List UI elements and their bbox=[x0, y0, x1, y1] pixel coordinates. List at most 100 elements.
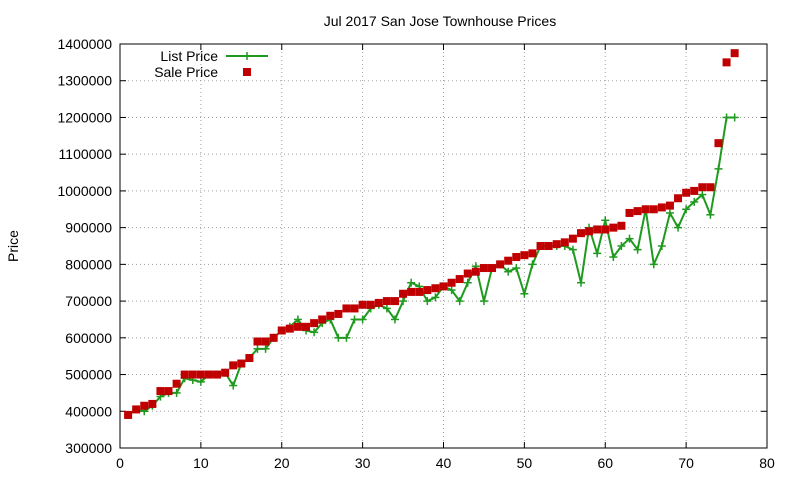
sale-price-point bbox=[253, 337, 262, 346]
list-price-point bbox=[520, 289, 529, 298]
list-price-point bbox=[722, 113, 731, 122]
sale-price-point bbox=[318, 315, 327, 324]
sale-price-point bbox=[682, 188, 691, 197]
list-price-point bbox=[447, 286, 456, 295]
sale-price-point bbox=[407, 287, 416, 296]
sale-price-point bbox=[285, 324, 294, 333]
list-price-point bbox=[617, 242, 626, 250]
series-layer bbox=[124, 49, 739, 419]
sale-price-point bbox=[706, 183, 715, 192]
x-tick-label: 40 bbox=[436, 455, 452, 471]
sale-price-point bbox=[439, 282, 448, 291]
sale-price-point bbox=[504, 256, 513, 265]
list-price-point bbox=[633, 245, 642, 254]
sale-price-point bbox=[609, 223, 618, 232]
sale-price-point bbox=[358, 300, 367, 309]
x-tick-label: 70 bbox=[678, 455, 694, 471]
list-price-point bbox=[293, 315, 302, 324]
sale-price-point bbox=[366, 300, 375, 309]
sale-price-point bbox=[213, 370, 222, 379]
sale-price-point bbox=[342, 304, 351, 313]
y-tick-label: 700000 bbox=[65, 293, 112, 309]
list-price-line bbox=[127, 116, 735, 416]
chart-title: Jul 2017 San Jose Townhouse Prices bbox=[324, 13, 556, 29]
sale-price-point bbox=[237, 359, 246, 368]
sale-price-point bbox=[496, 260, 505, 269]
list-price-point bbox=[682, 205, 691, 214]
sale-price-point bbox=[520, 251, 529, 260]
list-price-point bbox=[576, 278, 585, 287]
list-price-point bbox=[657, 242, 666, 250]
list-price-point bbox=[253, 344, 262, 353]
list-price-point bbox=[730, 113, 739, 122]
x-tick-label: 50 bbox=[517, 455, 533, 471]
legend-label-list-price: List Price bbox=[160, 48, 218, 64]
sale-price-point bbox=[140, 401, 149, 410]
list-price-point bbox=[390, 315, 399, 324]
sale-price-point bbox=[601, 225, 610, 234]
sale-price-point bbox=[665, 201, 674, 210]
sale-price-point bbox=[714, 139, 723, 148]
x-tick-label: 10 bbox=[193, 455, 209, 471]
y-tick-label: 1400000 bbox=[57, 36, 112, 52]
y-tick-label: 1100000 bbox=[59, 146, 113, 162]
x-tick-label: 0 bbox=[116, 455, 124, 471]
list-price-point bbox=[528, 260, 537, 269]
sale-price-point bbox=[617, 221, 626, 230]
sale-price-point bbox=[204, 370, 213, 379]
x-tick-label: 80 bbox=[759, 455, 775, 471]
sale-price-point bbox=[277, 326, 286, 335]
list-price-point bbox=[706, 210, 715, 219]
y-tick-label: 400000 bbox=[65, 403, 112, 419]
list-price-point bbox=[698, 190, 707, 199]
sale-price-point bbox=[690, 186, 699, 195]
list-price-point bbox=[310, 328, 319, 337]
y-tick-label: 600000 bbox=[65, 330, 112, 346]
list-price-point bbox=[358, 315, 367, 324]
list-price-point bbox=[714, 164, 723, 173]
list-price-point bbox=[407, 278, 416, 287]
list-price-point bbox=[625, 234, 634, 243]
list-price-point bbox=[342, 333, 351, 342]
list-price-point bbox=[463, 278, 472, 287]
sale-price-point bbox=[302, 322, 311, 331]
sale-price-point bbox=[657, 203, 666, 212]
sale-price-point bbox=[641, 205, 650, 214]
list-price-point bbox=[382, 304, 391, 313]
sale-price-point bbox=[172, 379, 181, 388]
list-price-point bbox=[261, 344, 270, 353]
list-price-point bbox=[674, 223, 683, 232]
sale-price-point bbox=[576, 229, 585, 238]
list-price-point bbox=[609, 253, 618, 262]
sale-price-point bbox=[568, 234, 577, 243]
list-price-point bbox=[455, 297, 464, 306]
sale-price-point bbox=[698, 183, 707, 192]
list-price-point bbox=[568, 245, 577, 254]
list-price-point bbox=[504, 267, 513, 276]
list-price-point bbox=[649, 260, 658, 269]
sale-price-point bbox=[471, 267, 480, 276]
sale-price-point bbox=[722, 58, 731, 67]
sale-price-point bbox=[528, 249, 537, 258]
sale-price-point bbox=[730, 49, 739, 58]
sale-price-point bbox=[156, 387, 165, 396]
y-axis-label: Price bbox=[5, 230, 21, 262]
sale-price-point bbox=[132, 405, 141, 414]
sale-price-point bbox=[560, 238, 569, 247]
sale-price-point bbox=[164, 387, 173, 396]
sale-price-point bbox=[148, 399, 157, 408]
sale-price-point bbox=[431, 284, 440, 293]
list-price-point bbox=[399, 297, 408, 306]
sale-price-point bbox=[479, 264, 488, 273]
sale-price-point bbox=[423, 286, 432, 295]
sale-price-point bbox=[674, 194, 683, 203]
x-tick-label: 60 bbox=[597, 455, 613, 471]
sale-price-point bbox=[447, 278, 456, 287]
y-tick-label: 1200000 bbox=[57, 109, 112, 125]
list-price-point bbox=[229, 381, 238, 390]
ticks-layer: 0 10 20 30 40 50 60 70 80 300000 400000 500000 60000… bbox=[57, 36, 775, 471]
sale-price-point bbox=[180, 370, 189, 379]
